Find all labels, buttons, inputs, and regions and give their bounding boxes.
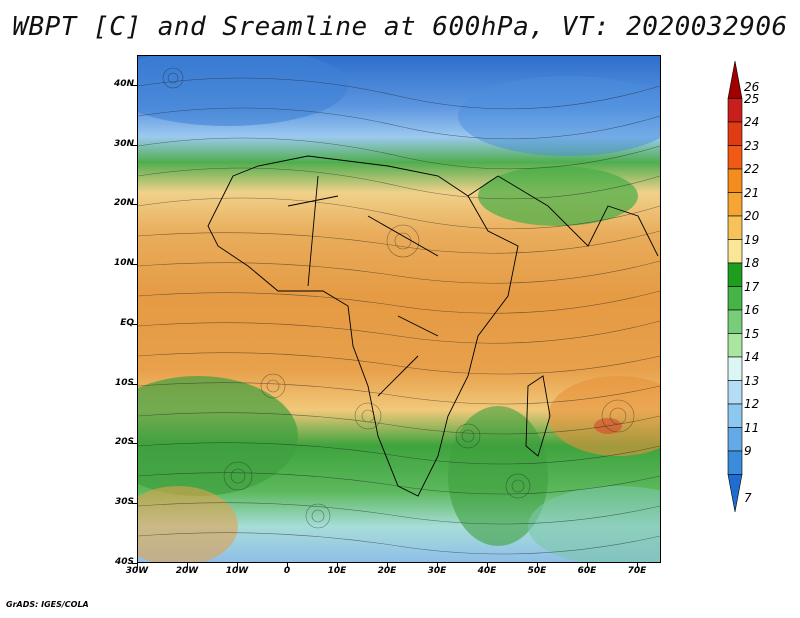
- colorbar-swatch: [727, 450, 743, 475]
- colorbar-level-label: 9: [744, 444, 752, 458]
- lat-label: 10N: [113, 258, 134, 268]
- lat-label: 20S: [114, 437, 134, 447]
- streamline-map: [137, 55, 661, 563]
- lat-label: 40S: [114, 557, 134, 567]
- colorbar-swatch: [727, 168, 743, 193]
- colorbar-level-label: 14: [744, 350, 760, 364]
- colorbar-level-label: 24: [744, 115, 760, 129]
- lon-label: 30W: [125, 566, 149, 576]
- tick-mark: [437, 563, 438, 568]
- colorbar-level-label: 11: [744, 420, 760, 435]
- colorbar-level-label: 18: [744, 256, 760, 270]
- colorbar-swatch: [727, 403, 743, 428]
- lat-label: 30S: [114, 497, 134, 507]
- footer-credit: GrADS: IGES/COLA: [6, 600, 89, 609]
- coastline: [207, 155, 659, 497]
- colorbar-swatch: [727, 60, 743, 99]
- lon-label: 20E: [377, 566, 397, 576]
- lon-label: 50E: [527, 566, 547, 576]
- lon-label: 60E: [577, 566, 597, 576]
- lon-label: 10W: [225, 566, 249, 576]
- lon-label: 0: [283, 566, 291, 576]
- colorbar-level-label: 17: [744, 279, 760, 294]
- tick-mark: [337, 563, 338, 568]
- tick-mark: [237, 563, 238, 568]
- colorbar-level-label: 15: [744, 326, 760, 341]
- colorbar-swatch: [727, 427, 743, 452]
- colorbar-level-label: 19: [744, 232, 760, 247]
- map-title: WBPT [C] and Sreamline at 600hPa, VT: 20…: [12, 12, 788, 42]
- colorbar-swatches: [727, 60, 743, 513]
- colorbar-swatch: [727, 145, 743, 170]
- lat-label: 10S: [114, 378, 134, 388]
- lon-label: 40E: [477, 566, 497, 576]
- colorbar-level-label: 26: [744, 80, 760, 94]
- lon-label: 30E: [427, 566, 447, 576]
- tick-mark: [587, 563, 588, 568]
- colorbar-swatch: [727, 192, 743, 217]
- tick-mark: [187, 563, 188, 568]
- colorbar-swatch: [727, 98, 743, 123]
- tick-mark: [132, 443, 137, 444]
- colorbar-level-label: 13: [744, 373, 760, 388]
- tick-mark: [132, 85, 137, 86]
- colorbar-swatch: [727, 309, 743, 334]
- tick-mark: [132, 145, 137, 146]
- tick-mark: [637, 563, 638, 568]
- tick-mark: [132, 563, 137, 564]
- colorbar-level-label: 22: [744, 162, 760, 176]
- lat-label: EQ: [120, 318, 134, 328]
- tick-mark: [132, 264, 137, 265]
- colorbar-swatch: [727, 380, 743, 405]
- tick-mark: [132, 384, 137, 385]
- colorbar-swatch: [727, 333, 743, 358]
- colorbar-level-label: 7: [744, 491, 752, 505]
- colorbar-level-label: 21: [744, 185, 760, 200]
- lon-label: 70E: [627, 566, 647, 576]
- colorbar-swatch: [727, 356, 743, 381]
- lat-label: 40N: [113, 79, 134, 89]
- colorbar-level-label: 16: [744, 303, 760, 317]
- tick-mark: [132, 204, 137, 205]
- tick-mark: [487, 563, 488, 568]
- colorbar: [727, 60, 743, 513]
- colorbar-swatch: [727, 121, 743, 146]
- map-canvas: [138, 56, 660, 562]
- tick-mark: [287, 563, 288, 568]
- colorbar-swatch: [727, 215, 743, 240]
- colorbar-level-label: 20: [744, 209, 760, 223]
- colorbar-level-label: 12: [744, 397, 760, 411]
- colorbar-swatch: [727, 286, 743, 311]
- tick-mark: [132, 503, 137, 504]
- lon-label: 10E: [327, 566, 347, 576]
- colorbar-swatch: [727, 262, 743, 287]
- colorbar-level-label: 23: [744, 138, 760, 153]
- tick-mark: [537, 563, 538, 568]
- lon-label: 20W: [175, 566, 199, 576]
- lat-label: 30N: [113, 139, 134, 149]
- tick-mark: [137, 563, 138, 568]
- colorbar-swatch: [727, 239, 743, 264]
- tick-mark: [132, 324, 137, 325]
- colorbar-swatch: [727, 474, 743, 513]
- colorbar-level-label: 25: [744, 91, 760, 106]
- tick-mark: [387, 563, 388, 568]
- lat-label: 20N: [113, 198, 134, 208]
